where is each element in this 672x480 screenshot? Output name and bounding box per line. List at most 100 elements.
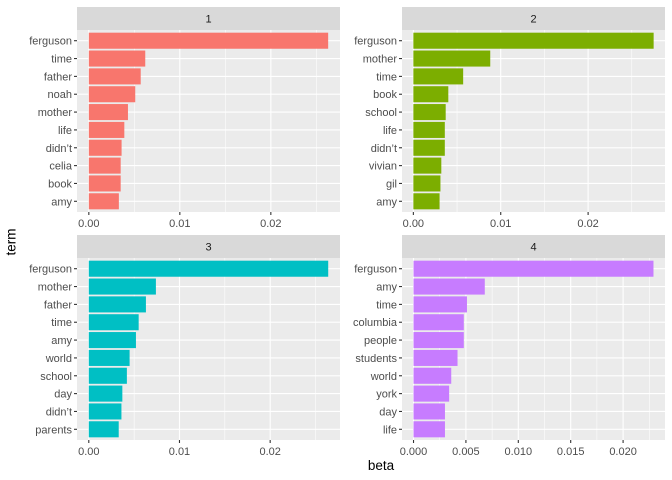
bar-3-parents [88, 421, 119, 438]
x-tick-label: 0.02 [259, 446, 280, 458]
bar-2-gil [413, 175, 441, 192]
bar-2-book [413, 86, 449, 103]
bar-3-day [88, 385, 123, 402]
bar-4-life [413, 421, 445, 438]
y-tick-label: didn’t [46, 143, 72, 155]
y-tick-label: york [376, 389, 397, 401]
y-tick-label: students [355, 353, 397, 365]
bar-3-didn’t [88, 403, 122, 420]
bar-4-time [413, 296, 467, 313]
y-tick-label: ferguson [354, 264, 397, 276]
y-tick-label: vivian [369, 161, 397, 173]
bar-4-amy [413, 278, 485, 295]
facet-strip-label-1: 1 [205, 14, 211, 26]
y-tick-label: amy [376, 282, 397, 294]
y-tick-label: time [51, 317, 72, 329]
bar-1-amy [88, 193, 119, 210]
bar-2-mother [413, 50, 491, 67]
x-tick-label: 0.00 [78, 218, 99, 230]
facet-strip-label-2: 2 [530, 14, 536, 26]
x-tick-label: 0.010 [505, 446, 533, 458]
facet-strip-1 [77, 7, 340, 30]
y-tick-label: father [44, 299, 72, 311]
facet-strip-label-4: 4 [530, 242, 536, 254]
x-tick-label: 0.02 [577, 218, 598, 230]
bar-1-didn’t [88, 139, 122, 156]
bar-2-life [413, 121, 445, 138]
y-tick-label: celia [49, 161, 73, 173]
y-tick-label: book [373, 89, 397, 101]
x-tick-label: 0.000 [400, 446, 428, 458]
y-tick-label: world [370, 371, 397, 383]
bar-3-world [88, 349, 130, 366]
facet-strip-2 [402, 7, 665, 30]
bar-4-world [413, 367, 452, 384]
x-tick-label: 0.005 [452, 446, 480, 458]
y-tick-label: ferguson [29, 264, 72, 276]
bar-1-father [88, 68, 141, 85]
y-tick-label: book [48, 178, 72, 190]
bar-3-school [88, 367, 127, 384]
x-tick-label: 0.01 [169, 218, 190, 230]
bar-1-noah [88, 86, 136, 103]
y-tick-label: parents [35, 424, 72, 436]
bar-1-ferguson [88, 32, 329, 49]
x-axis-title: beta [368, 458, 395, 473]
y-tick-label: school [40, 371, 72, 383]
y-tick-label: ferguson [29, 36, 72, 48]
y-tick-label: life [383, 424, 397, 436]
y-tick-label: amy [51, 335, 72, 347]
bar-2-ferguson [413, 32, 654, 49]
y-tick-label: columbia [353, 317, 398, 329]
bar-3-time [88, 314, 139, 331]
x-tick-label: 0.020 [609, 446, 637, 458]
y-tick-label: mother [363, 54, 398, 66]
y-tick-label: day [379, 406, 397, 418]
y-tick-label: ferguson [354, 36, 397, 48]
bar-3-father [88, 296, 146, 313]
y-tick-label: life [383, 125, 397, 137]
bar-4-day [413, 403, 445, 420]
y-tick-label: amy [51, 196, 72, 208]
bar-2-school [413, 104, 446, 121]
y-tick-label: people [364, 335, 397, 347]
y-tick-label: didn’t [371, 143, 397, 155]
bar-4-york [413, 385, 450, 402]
bar-2-time [413, 68, 464, 85]
x-tick-label: 0.01 [490, 218, 511, 230]
bar-1-mother [88, 104, 128, 121]
y-axis-title: term [4, 229, 19, 256]
bar-4-columbia [413, 314, 464, 331]
y-tick-label: time [51, 54, 72, 66]
bar-1-life [88, 121, 125, 138]
bar-2-vivian [413, 157, 442, 174]
x-tick-label: 0.00 [403, 218, 424, 230]
y-tick-label: day [54, 389, 72, 401]
bar-3-ferguson [88, 260, 329, 277]
y-tick-label: gil [386, 178, 397, 190]
bar-4-people [413, 332, 464, 349]
y-tick-label: mother [38, 107, 73, 119]
facet-strip-label-3: 3 [205, 242, 211, 254]
y-tick-label: mother [38, 282, 73, 294]
y-tick-label: school [365, 107, 397, 119]
y-tick-label: time [376, 299, 397, 311]
y-tick-label: life [58, 125, 72, 137]
bar-3-mother [88, 278, 156, 295]
bar-1-book [88, 175, 121, 192]
y-tick-label: world [45, 353, 72, 365]
facet-strip-4 [402, 235, 665, 258]
x-tick-label: 0.00 [78, 446, 99, 458]
x-tick-label: 0.01 [169, 446, 190, 458]
x-tick-label: 0.02 [260, 218, 281, 230]
bar-1-celia [88, 157, 121, 174]
y-tick-label: didn’t [46, 406, 72, 418]
facet-strip-3 [77, 235, 340, 258]
bar-3-amy [88, 332, 136, 349]
bar-2-amy [413, 193, 440, 210]
bar-2-didn’t [413, 139, 445, 156]
bar-4-ferguson [413, 260, 654, 277]
y-tick-label: noah [48, 89, 72, 101]
bar-4-students [413, 349, 458, 366]
